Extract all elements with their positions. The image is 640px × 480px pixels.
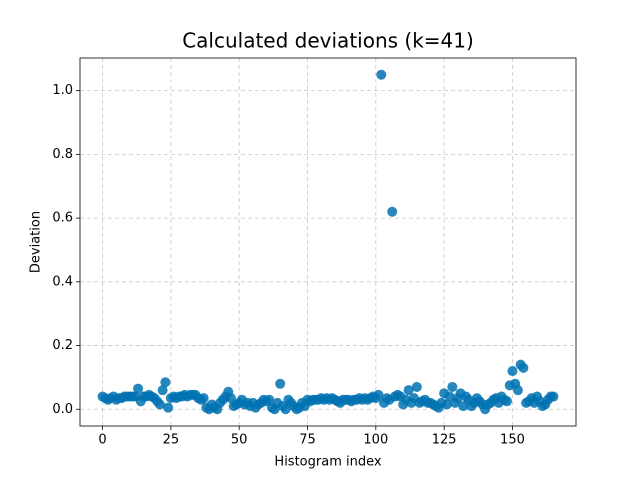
point xyxy=(518,362,529,373)
y-tick-label: 1.0 xyxy=(52,83,73,98)
x-tick-label: 150 xyxy=(500,433,525,448)
x-tick-label: 50 xyxy=(231,433,248,448)
point xyxy=(411,381,422,392)
y-tick-label: 0.4 xyxy=(52,274,73,289)
x-tick-label: 0 xyxy=(98,433,106,448)
x-axis-label: Histogram index xyxy=(274,455,381,470)
y-tick-label: 0.2 xyxy=(52,338,73,353)
point xyxy=(403,385,414,396)
point xyxy=(133,383,144,394)
point xyxy=(275,378,286,389)
x-tick-label: 25 xyxy=(163,433,180,448)
point xyxy=(387,206,398,217)
y-tick-label: 0.8 xyxy=(52,147,73,162)
point xyxy=(160,377,171,388)
point xyxy=(157,385,168,396)
point xyxy=(507,366,518,377)
point xyxy=(376,69,387,80)
y-axis-label: Deviation xyxy=(29,211,44,273)
point xyxy=(163,402,174,413)
x-tick-label: 100 xyxy=(363,433,388,448)
point xyxy=(198,393,209,404)
point xyxy=(154,399,165,410)
point xyxy=(441,399,452,410)
x-tick-label: 125 xyxy=(432,433,457,448)
chart-title: Calculated deviations (k=41) xyxy=(182,29,474,53)
y-tick-label: 0.0 xyxy=(52,402,73,417)
plot-frame xyxy=(79,57,577,427)
point xyxy=(264,394,275,405)
point xyxy=(447,381,458,392)
point xyxy=(373,389,384,400)
point xyxy=(548,391,559,402)
point xyxy=(512,385,523,396)
x-tick-label: 75 xyxy=(299,433,316,448)
y-tick-label: 0.6 xyxy=(52,211,73,226)
point xyxy=(501,396,512,407)
